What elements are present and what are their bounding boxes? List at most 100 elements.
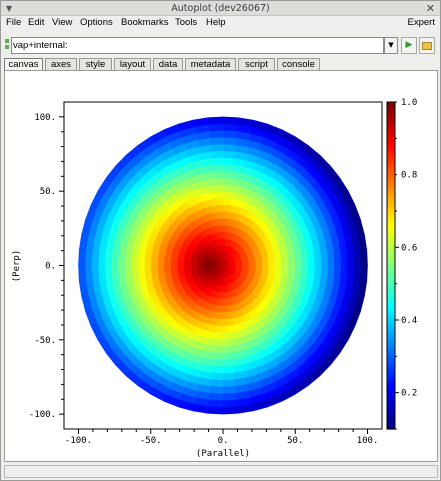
tab-style[interactable]: style	[79, 58, 112, 71]
menu-view[interactable]: View	[52, 17, 73, 28]
heatmap-cell	[213, 170, 224, 179]
colorbar-swatch	[387, 341, 395, 346]
heatmap-cell	[222, 197, 231, 206]
x-tick-label: 100.	[357, 436, 379, 446]
tab-data[interactable]: data	[153, 58, 183, 71]
heatmap-cell	[215, 325, 224, 334]
colorbar-swatch	[387, 156, 395, 160]
tab-canvas[interactable]: canvas	[4, 58, 43, 71]
heatmap-cell	[97, 251, 106, 266]
heatmap-cell	[314, 265, 322, 277]
colorbar-swatch	[387, 161, 395, 166]
heatmap-cell	[208, 399, 224, 408]
colorbar-swatch	[387, 366, 395, 370]
heatmap-cell	[294, 256, 303, 266]
colorbar-swatch	[387, 399, 395, 403]
heatmap-cell	[222, 136, 237, 145]
heatmap-cell	[220, 278, 224, 287]
colorbar-swatch	[387, 102, 395, 106]
close-icon[interactable]: ✕	[425, 2, 435, 15]
heatmap-cell	[307, 255, 316, 266]
heatmap-cell	[219, 285, 224, 293]
heatmap-cell	[222, 406, 239, 415]
colorbar-swatch	[387, 189, 395, 193]
heatmap-cell	[222, 345, 233, 354]
menu-edit[interactable]: Edit	[28, 17, 45, 28]
heatmap-cell	[222, 211, 229, 219]
colorbar-swatch	[387, 290, 395, 294]
tab-metadata[interactable]: metadata	[185, 58, 236, 71]
heatmap-cell	[214, 184, 224, 192]
menu-expert[interactable]: Expert	[407, 17, 435, 28]
colorbar-swatch	[387, 409, 395, 414]
heatmap-cell	[91, 265, 100, 280]
heatmap-cell	[210, 150, 224, 159]
colorbar-swatch	[387, 344, 395, 348]
colorbar-swatch	[387, 287, 395, 291]
heatmap-cell	[320, 253, 329, 266]
colorbar-swatch	[387, 360, 395, 365]
tab-axes[interactable]: axes	[45, 58, 77, 71]
play-icon[interactable]: ▶	[401, 37, 417, 54]
colorbar-swatch	[387, 208, 395, 212]
heatmap-cell	[281, 265, 290, 273]
drag-grip-icon[interactable]	[5, 39, 10, 53]
heatmap-cell	[327, 253, 336, 266]
tab-script[interactable]: script	[238, 58, 275, 71]
folder-icon[interactable]	[419, 37, 435, 54]
colorbar-swatch	[387, 306, 395, 310]
heatmap-cell	[183, 260, 191, 266]
heatmap-cell	[211, 311, 219, 320]
x-axis-label: (Parallel)	[196, 449, 250, 459]
chevron-down-icon[interactable]: ▼	[384, 37, 398, 54]
heatmap-cell	[130, 265, 139, 276]
colorbar-swatch	[387, 175, 395, 179]
menu-help[interactable]: Help	[206, 17, 226, 28]
colorbar-swatch	[387, 320, 395, 324]
x-tick-label: 0.	[218, 436, 229, 446]
status-bar	[4, 465, 438, 478]
tab-layout[interactable]: layout	[114, 58, 151, 71]
colorbar-swatch	[387, 339, 395, 343]
colorbar-swatch	[387, 298, 395, 302]
menu-file[interactable]: File	[6, 17, 22, 28]
tab-console[interactable]: console	[277, 58, 320, 71]
polar-spectrogram-plot[interactable]: -100. -50. 0. 50. 100. 100. 50. 0. -50. -100. (P…	[5, 71, 437, 461]
y-tick-label: 50.	[40, 187, 56, 197]
colorbar-swatch	[387, 371, 395, 376]
heatmap-cell	[222, 365, 235, 374]
heatmap-cell	[222, 204, 230, 213]
heatmap-cell	[222, 163, 234, 172]
heatmap-cell	[301, 265, 309, 276]
chevron-down-icon[interactable]: ▼	[6, 4, 13, 13]
colorbar-swatch	[387, 423, 395, 427]
colorbar-swatch	[387, 254, 395, 258]
heatmap-cell	[78, 265, 87, 282]
colorbar-swatch	[387, 328, 395, 332]
y-tick-label: 100.	[34, 113, 56, 123]
address-bar: ▼ ▶	[5, 37, 438, 55]
heatmap-cell	[320, 265, 329, 278]
heatmap-cell	[176, 260, 185, 266]
heatmap-cell	[208, 130, 224, 139]
heatmap-cell	[287, 265, 296, 274]
heatmap-cell	[210, 143, 224, 152]
colorbar-swatch	[387, 270, 395, 275]
menu-bookmarks[interactable]: Bookmarks	[121, 17, 169, 28]
colorbar-swatch	[387, 211, 395, 215]
heatmap-cell	[222, 123, 238, 132]
window-title: Autoplot (dev26067)	[171, 3, 270, 14]
x-tick-label: 50.	[287, 436, 303, 446]
menu-tools[interactable]: Tools	[175, 17, 198, 28]
colorbar-swatch	[387, 382, 395, 387]
uri-input[interactable]	[11, 37, 384, 54]
heatmap-cell	[214, 339, 224, 347]
colorbar-tick-label: 0.2	[401, 389, 417, 399]
colorbar-tick-label: 0.6	[401, 243, 417, 253]
menu-options[interactable]: Options	[80, 17, 113, 28]
colorbar-swatch	[387, 426, 395, 430]
heatmap-cell	[222, 150, 236, 159]
x-axis: -100. -50. 0. 50. 100.	[65, 429, 379, 446]
heatmap-cell	[78, 249, 87, 266]
heatmap-cell	[222, 318, 230, 327]
